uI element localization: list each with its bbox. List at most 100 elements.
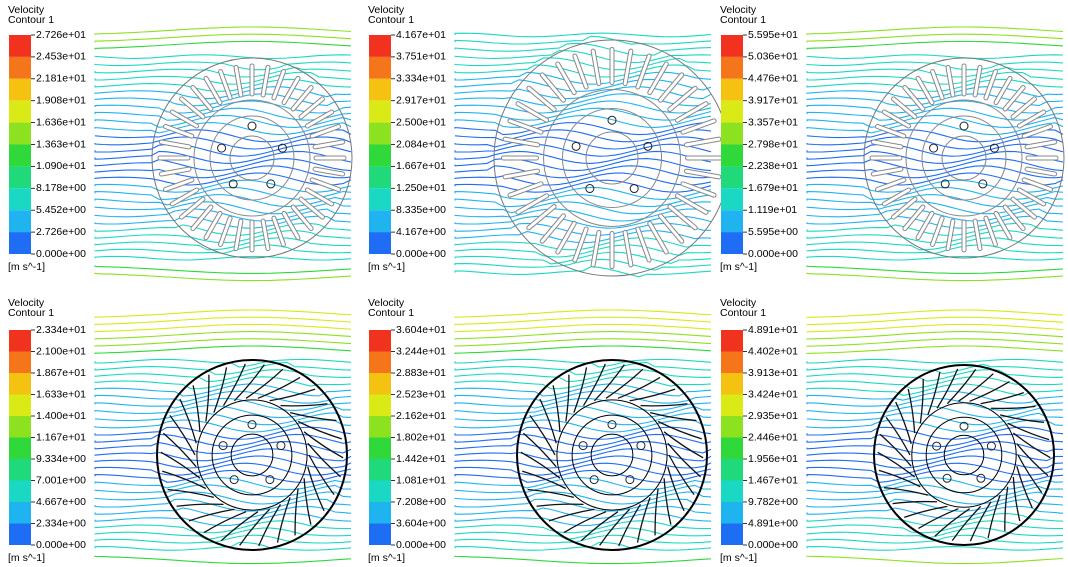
colorbar-label: 1.633e+01 — [36, 388, 86, 400]
rotor — [874, 365, 1054, 545]
slot-inner — [894, 199, 915, 217]
streamline — [95, 514, 351, 526]
slot-inner — [670, 88, 695, 109]
colorbar-segment — [369, 524, 391, 546]
streamline — [455, 195, 711, 207]
colorbar-segment — [369, 481, 391, 503]
slot-inner — [650, 223, 667, 252]
colorbar-label: 0.000e+00 — [36, 539, 86, 551]
streamline — [807, 359, 1063, 363]
colorbar-unit: [m s^-1] — [8, 552, 45, 564]
vane — [180, 399, 196, 443]
streamline — [95, 506, 351, 518]
colorbar-label: 3.604e+00 — [396, 517, 446, 529]
streamline — [455, 36, 711, 44]
streamline — [455, 130, 711, 142]
streamline — [807, 339, 1063, 347]
streamline — [455, 434, 711, 446]
streamline — [455, 413, 711, 425]
colorbar-label: 9.782e+00 — [748, 496, 798, 508]
streamline — [455, 43, 711, 55]
colorbar-segment — [9, 395, 31, 417]
legend: VelocityContour 13.604e+013.244e+012.883… — [368, 297, 446, 564]
colorbar-label: 2.500e+01 — [396, 116, 446, 128]
hub — [926, 417, 1002, 493]
streamline — [455, 556, 711, 564]
streamline — [95, 62, 351, 70]
vane — [664, 478, 671, 524]
bolt-hole — [960, 122, 968, 130]
streamline — [455, 324, 711, 332]
colorbar-label: 1.679e+01 — [748, 182, 798, 194]
colorbar-label: 4.476e+01 — [748, 73, 798, 85]
streamline — [807, 151, 1063, 163]
streamlines — [455, 310, 711, 564]
streamline — [455, 33, 711, 37]
streamline — [95, 256, 351, 260]
colorbar-segment — [721, 481, 743, 503]
colorbar-label: 2.334e+00 — [36, 517, 86, 529]
streamline — [807, 470, 1063, 482]
hub — [922, 116, 1006, 200]
colorbar-segment — [721, 373, 743, 395]
streamline — [455, 391, 711, 403]
colorbar-label: 1.081e+01 — [396, 474, 446, 486]
vane — [908, 389, 914, 433]
streamline — [807, 195, 1063, 207]
vane — [991, 406, 1035, 408]
colorbar-segment — [721, 232, 743, 254]
slot-inner — [933, 218, 943, 244]
streamline — [455, 332, 711, 340]
streamline — [455, 420, 711, 432]
panel: VelocityContour 15.595e+015.036e+014.476… — [720, 4, 1064, 281]
colorbar-segment — [721, 123, 743, 145]
colorbar-label: 8.335e+00 — [396, 204, 446, 216]
colorbar-unit: [m s^-1] — [720, 552, 757, 564]
vane — [308, 443, 341, 477]
streamline — [807, 547, 1063, 551]
vane — [650, 413, 696, 421]
colorbar-segment — [9, 210, 31, 232]
colorbar-label: 9.334e+00 — [36, 453, 86, 465]
streamline — [807, 332, 1063, 340]
colorbar-segment — [369, 395, 391, 417]
streamline — [95, 144, 351, 156]
colorbar-label: 8.178e+00 — [36, 182, 86, 194]
rotor — [864, 58, 1064, 258]
slot-inner — [529, 88, 554, 109]
vane — [290, 413, 336, 421]
bolt-hole — [248, 122, 256, 130]
streamline — [455, 427, 711, 439]
streamline — [807, 377, 1063, 389]
colorbar-label: 2.935e+01 — [748, 410, 798, 422]
colorbar-segment — [369, 232, 391, 254]
colorbar-segment — [721, 438, 743, 460]
legend-title: Contour 1 — [720, 14, 766, 26]
slot-inner — [182, 199, 203, 217]
colorbar-segment — [9, 101, 31, 123]
streamline — [95, 370, 351, 382]
streamline — [807, 34, 1063, 42]
slot-inner — [206, 213, 220, 237]
colorbar-label: 3.604e+01 — [396, 324, 446, 336]
colorbar-label: 0.000e+00 — [748, 248, 798, 260]
streamline — [807, 413, 1063, 425]
figure: VelocityContour 12.726e+012.453e+012.181… — [0, 0, 1068, 567]
colorbar-label: 1.467e+01 — [748, 474, 798, 486]
streamline — [95, 41, 351, 49]
vane — [277, 497, 290, 542]
colorbar-label: 2.798e+01 — [748, 138, 798, 150]
streamline — [95, 324, 351, 332]
colorbar-label: 2.453e+01 — [36, 51, 86, 63]
bolt-hole — [572, 142, 580, 150]
streamline — [455, 346, 711, 354]
colorbar-segment — [9, 438, 31, 460]
colorbar-label: 1.956e+01 — [748, 453, 798, 465]
colorbar-segment — [9, 232, 31, 254]
streamline — [95, 463, 351, 475]
legend-title: Contour 1 — [8, 14, 54, 26]
vane — [193, 385, 200, 431]
colorbar-label: 0.000e+00 — [396, 539, 446, 551]
streamline — [95, 413, 351, 425]
